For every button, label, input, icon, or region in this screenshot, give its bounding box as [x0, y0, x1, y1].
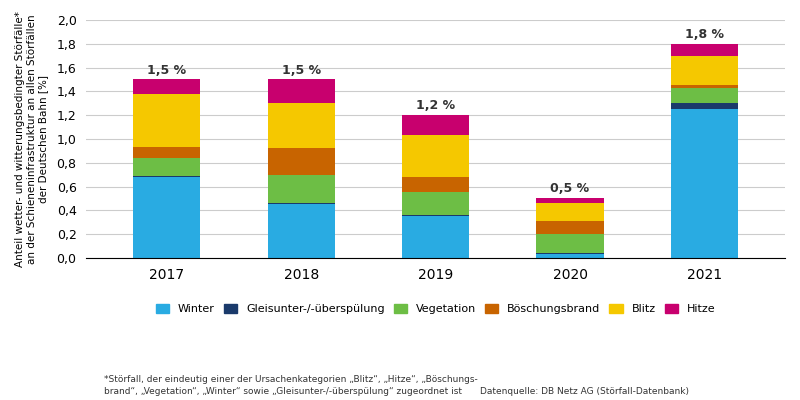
Text: Datenquelle: DB Netz AG (Störfall-Datenbank): Datenquelle: DB Netz AG (Störfall-Datenb… — [480, 387, 689, 396]
Text: *Störfall, der eindeutig einer der Ursachenkategorien „Blitz“, „Hitze“, „Böschun: *Störfall, der eindeutig einer der Ursac… — [104, 375, 478, 396]
Bar — [268, 148, 335, 175]
Bar — [134, 158, 201, 176]
Bar — [670, 44, 738, 56]
Bar — [537, 198, 603, 203]
Bar — [268, 80, 335, 103]
Text: 1,8 %: 1,8 % — [685, 28, 724, 41]
Bar — [268, 103, 335, 148]
Bar — [670, 86, 738, 88]
Bar — [268, 203, 335, 204]
Text: 1,5 %: 1,5 % — [147, 64, 186, 76]
Bar — [670, 103, 738, 109]
Text: 1,5 %: 1,5 % — [282, 64, 321, 76]
Legend: Winter, Gleisunter-/-überspülung, Vegetation, Böschungsbrand, Blitz, Hitze: Winter, Gleisunter-/-überspülung, Vegeta… — [151, 299, 720, 318]
Bar — [402, 177, 470, 192]
Bar — [134, 94, 201, 147]
Bar — [402, 215, 470, 216]
Bar — [402, 216, 470, 258]
Bar — [268, 175, 335, 203]
Bar — [134, 177, 201, 258]
Bar — [537, 203, 603, 221]
Bar — [402, 192, 470, 215]
Bar — [402, 135, 470, 177]
Bar — [537, 221, 603, 234]
Bar — [402, 115, 470, 135]
Bar — [134, 147, 201, 158]
Text: 0,5 %: 0,5 % — [550, 182, 590, 196]
Bar — [670, 88, 738, 103]
Bar — [670, 56, 738, 86]
Y-axis label: Anteil wetter- und witterungsbedingter Störfälle*
an der Schieneninfrastruktur a: Anteil wetter- und witterungsbedingter S… — [15, 11, 48, 267]
Bar — [134, 80, 201, 94]
Bar — [268, 204, 335, 258]
Bar — [537, 234, 603, 253]
Bar — [670, 109, 738, 258]
Bar — [537, 254, 603, 258]
Text: 1,2 %: 1,2 % — [416, 99, 455, 112]
Bar — [134, 176, 201, 177]
Bar — [537, 253, 603, 254]
